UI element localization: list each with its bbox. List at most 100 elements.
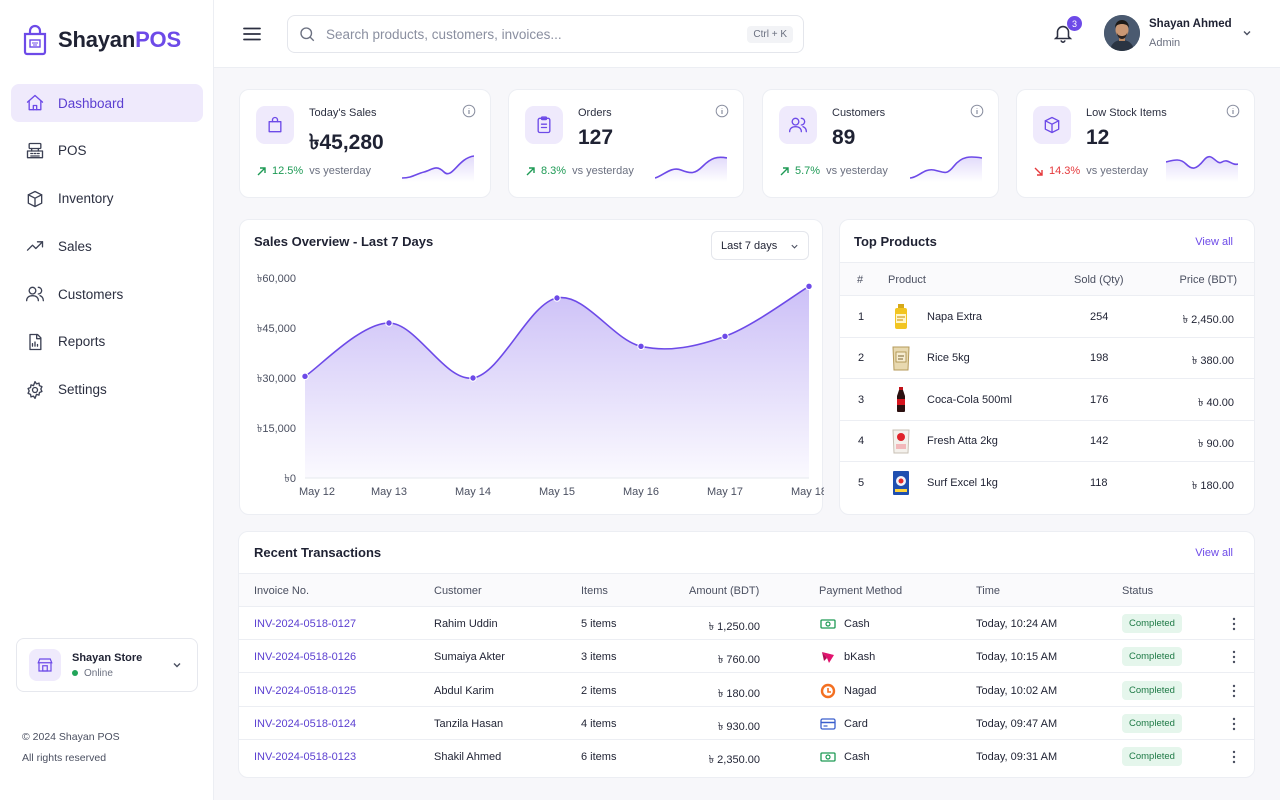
rank: 3 (858, 394, 865, 406)
top-products-view-all-link[interactable]: View all (1195, 236, 1233, 248)
sidebar-item-label: Dashboard (58, 95, 125, 111)
more-options-icon[interactable] (1228, 616, 1240, 632)
x-tick-label: May 17 (707, 486, 743, 498)
table-row[interactable]: 4 Fresh Atta 2kg 142 ৳ 90.00 (840, 421, 1254, 462)
transactions-view-all-link[interactable]: View all (1195, 547, 1233, 559)
invoice-link[interactable]: INV-2024-0518-0123 (254, 751, 357, 764)
top-products-title: Top Products (854, 234, 937, 249)
invoice-link[interactable]: INV-2024-0518-0127 (254, 618, 357, 630)
hamburger-menu-icon[interactable] (242, 24, 262, 44)
arrow-up-right-icon (780, 166, 789, 175)
y-tick-label: ৳45,000 (257, 323, 296, 335)
data-point[interactable] (721, 332, 729, 341)
stat-value: ৳45,280 (309, 131, 384, 154)
data-point[interactable] (805, 282, 813, 291)
invoice-link[interactable]: INV-2024-0518-0124 (254, 717, 357, 730)
data-point[interactable] (385, 319, 393, 327)
table-row[interactable]: INV-2024-0518-0127 Rahim Uddin 5 items ৳ 1,… (239, 607, 1254, 640)
sidebar-item-label: Sales (58, 238, 92, 254)
sales-area-fill (305, 286, 809, 478)
price: ৳ 180.00 (1191, 480, 1234, 492)
payment-method: Card (820, 716, 868, 732)
sidebar-item-reports[interactable]: Reports (11, 323, 203, 361)
nagad-icon (820, 683, 836, 698)
rank: 2 (858, 352, 865, 364)
avatar[interactable] (1104, 15, 1140, 51)
date-range-select[interactable]: Last 7 days (711, 231, 809, 260)
sold-qty: 176 (1090, 394, 1109, 406)
table-row[interactable]: INV-2024-0518-0126 Sumaiya Akter 3 items ৳ … (239, 640, 1254, 674)
table-row[interactable]: 5 Surf Excel 1kg 118 ৳ 180.00 (840, 462, 1254, 504)
col-invoice: Invoice No. (254, 585, 310, 597)
status-badge: Completed (1122, 713, 1182, 733)
amount: ৳ 180.00 (717, 687, 760, 700)
more-options-icon[interactable] (1228, 749, 1240, 765)
info-icon[interactable] (462, 104, 476, 118)
data-point[interactable] (301, 372, 309, 381)
chevron-down-icon (791, 244, 798, 249)
sold-qty: 142 (1090, 435, 1109, 447)
sidebar-item-pos[interactable]: POS (11, 132, 203, 170)
more-options-icon[interactable] (1228, 716, 1240, 732)
arrow-down-right-icon (1034, 167, 1043, 176)
flour-bag-icon (892, 429, 910, 454)
table-row[interactable]: INV-2024-0518-0124 Tanzila Hasan 4 items ৳ … (239, 707, 1254, 740)
info-icon[interactable] (1226, 104, 1240, 118)
box-icon (25, 189, 45, 209)
table-row[interactable]: 1 Napa Extra 254 ৳ 2,450.00 (840, 296, 1254, 338)
col-price: Price (BDT) (1179, 274, 1237, 286)
recent-transactions-title: Recent Transactions (254, 545, 382, 560)
y-tick-label: ৳0 (284, 473, 296, 485)
pos-register-icon (25, 141, 45, 161)
table-row[interactable]: INV-2024-0518-0125 Abdul Karim 2 items ৳ 18… (239, 674, 1254, 707)
notifications-button[interactable] (1052, 22, 1076, 46)
stat-label: Customers (832, 107, 886, 119)
arrow-up-right-icon (526, 166, 535, 175)
col-rank: # (857, 274, 864, 286)
chevron-down-icon[interactable] (1241, 27, 1253, 39)
payment-method: Nagad (820, 683, 876, 699)
stat-label: Orders (578, 107, 612, 119)
detergent-box-icon (893, 471, 909, 495)
sidebar-item-label: Customers (58, 286, 124, 302)
sidebar-item-settings[interactable]: Settings (11, 371, 203, 409)
top-products-card: Top Products View all # Product Sold (Qt… (839, 219, 1255, 515)
sidebar-item-label: Settings (58, 382, 107, 398)
status-badge: Completed (1122, 747, 1182, 767)
price: ৳ 2,450.00 (1182, 314, 1234, 326)
item-count: 5 items (581, 618, 617, 630)
sidebar-item-dashboard[interactable]: Dashboard (11, 84, 203, 122)
search-bar[interactable]: Ctrl + K (287, 15, 804, 53)
more-options-icon[interactable] (1228, 649, 1240, 665)
sidebar-item-customers[interactable]: Customers (11, 275, 203, 313)
rank: 1 (858, 311, 865, 323)
data-point[interactable] (553, 294, 561, 302)
stat-change: 5.7% vs yesterday (779, 165, 888, 177)
user-name[interactable]: Shayan Ahmed (1149, 18, 1232, 30)
col-customer: Customer (434, 585, 482, 597)
data-point[interactable] (469, 374, 477, 382)
invoice-link[interactable]: INV-2024-0518-0126 (254, 651, 357, 664)
search-input[interactable] (326, 26, 726, 42)
sidebar-item-sales[interactable]: Sales (11, 227, 203, 265)
sparkline-chart (655, 156, 727, 182)
table-row[interactable]: 3 Coca-Cola 500ml 176 ৳ 40.00 (840, 379, 1254, 421)
brand-logo[interactable]: ShayanPOS (22, 24, 181, 56)
sidebar-item-inventory[interactable]: Inventory (11, 180, 203, 218)
stat-value: 89 (832, 126, 856, 149)
status-badge: Completed (1122, 680, 1182, 700)
info-icon[interactable] (970, 104, 984, 118)
store-switcher[interactable]: Shayan Store Online (16, 638, 198, 692)
stat-card-customers: Customers 89 5.7% vs yesterday (762, 89, 999, 198)
data-point[interactable] (637, 342, 645, 351)
more-options-icon[interactable] (1228, 683, 1240, 699)
y-tick-label: ৳30,000 (257, 373, 296, 385)
status-badge: Completed (1122, 647, 1182, 667)
table-row[interactable]: INV-2024-0518-0123 Shakil Ahmed 6 items ৳ 2… (239, 740, 1254, 773)
invoice-link[interactable]: INV-2024-0518-0125 (254, 684, 357, 697)
table-row[interactable]: 2 Rice 5kg 198 ৳ 380.00 (840, 338, 1254, 379)
rice-bag-icon (892, 346, 910, 371)
stat-value: 12 (1086, 126, 1110, 149)
info-icon[interactable] (715, 104, 729, 118)
col-amount: Amount (BDT) (689, 585, 760, 597)
